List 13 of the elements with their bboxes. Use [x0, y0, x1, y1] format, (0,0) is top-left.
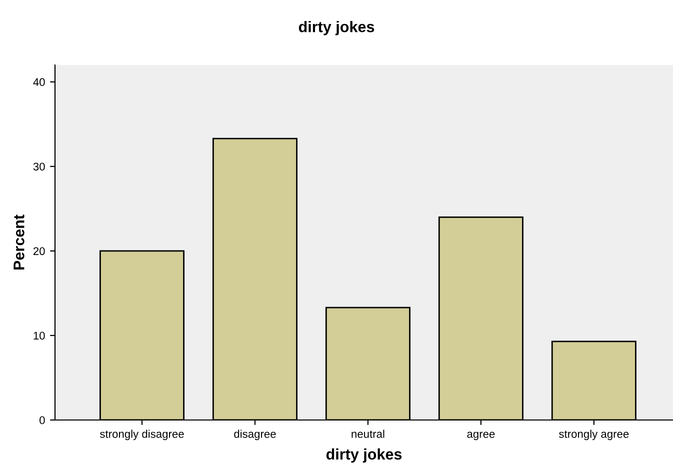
x-tick-label: disagree — [234, 430, 276, 440]
x-tick-label: agree — [467, 432, 495, 440]
x-tick-label: strongly agree — [559, 430, 629, 440]
x-tick-label: strongly disagree — [100, 430, 184, 440]
y-tick-label: 40 — [33, 78, 45, 86]
chart-title: dirty jokes — [298, 21, 374, 36]
y-axis-title: Percent — [14, 214, 24, 270]
y-tick-label: 10 — [34, 332, 45, 340]
x-axis-title: dirty jokes — [326, 448, 402, 463]
x-tick-label: neutral — [352, 430, 384, 438]
y-tick-label: 30 — [33, 162, 45, 171]
y-tick-label: 0 — [40, 416, 45, 424]
y-tick-label: 20 — [33, 247, 45, 256]
